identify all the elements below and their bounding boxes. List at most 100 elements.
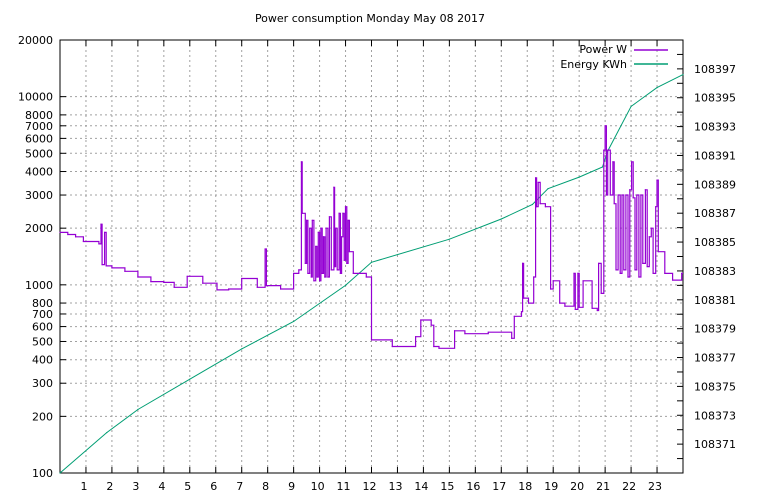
power-point (642, 262, 644, 264)
energy-point (370, 261, 373, 263)
power-point (341, 236, 343, 238)
power-point (681, 272, 683, 275)
axes: 1 2 3 4 5 6 7 8 9 10 11 12 13 14 15 16 17 18 19 20 21 22 23100… (18, 34, 736, 493)
power-point (309, 227, 311, 229)
power-point (627, 276, 629, 278)
power-point (105, 265, 107, 267)
power-point (550, 288, 552, 290)
power-point (487, 331, 489, 333)
power-point (596, 309, 598, 312)
energy-point (59, 472, 61, 474)
power-point (311, 219, 313, 221)
power-point (317, 231, 319, 233)
energy-point (656, 87, 658, 89)
energy-point (547, 188, 549, 190)
power-point (539, 203, 541, 205)
y-tick-label: 8000 (25, 109, 53, 122)
power-point (605, 194, 608, 196)
y2-tick-label: 108385 (694, 236, 736, 249)
power-point (527, 302, 530, 304)
x-tick-label: 1 (80, 480, 87, 493)
y2-tick-label: 108393 (694, 121, 736, 134)
y-tick-label: 3000 (25, 189, 53, 202)
power-point (612, 161, 614, 163)
power-point (344, 206, 347, 208)
power-point (293, 272, 295, 275)
power-point (577, 272, 579, 275)
power-point (348, 251, 351, 253)
power-point (315, 245, 317, 248)
power-point (321, 272, 323, 275)
power-point (306, 219, 308, 221)
power-point (241, 277, 243, 280)
y2-tick-label: 108387 (694, 207, 736, 220)
power-point (67, 233, 69, 236)
power-point (336, 269, 338, 271)
power-point (664, 272, 666, 275)
power-point (544, 206, 547, 208)
power-point (632, 197, 634, 199)
power-point (313, 280, 315, 282)
x-tick-label: 16 (466, 480, 480, 493)
y-tick-label: 1000 (25, 279, 53, 292)
power-point (59, 231, 61, 233)
power-point (327, 276, 329, 278)
power-point (535, 206, 538, 208)
y-tick-label: 100 (32, 467, 53, 480)
energy-point (137, 408, 139, 411)
power-point (256, 286, 258, 288)
power-point (365, 276, 367, 278)
power-point (186, 275, 188, 277)
power-point (521, 262, 524, 264)
power-point (334, 265, 336, 268)
y-tick-label: 200 (32, 410, 53, 423)
energy-point (241, 348, 243, 350)
x-tick-label: 11 (337, 480, 351, 493)
power-point (631, 161, 633, 163)
power-point (523, 297, 525, 299)
power-point (634, 269, 636, 271)
power-point (318, 280, 321, 282)
power-point (537, 181, 539, 184)
x-tick-label: 21 (596, 480, 610, 493)
y-tick-label: 6000 (25, 132, 53, 145)
power-point (420, 319, 422, 321)
power-point (520, 311, 523, 313)
power-point (216, 289, 218, 291)
power-point (552, 280, 554, 282)
energy-point (630, 105, 632, 107)
energy-point (344, 284, 347, 286)
y2-tick-label: 108379 (694, 323, 736, 336)
power-point (648, 236, 650, 238)
y-tick-label: 300 (32, 377, 53, 390)
power-point (578, 306, 580, 308)
y-tick-label: 5000 (25, 147, 53, 160)
power-point (202, 282, 204, 284)
y2-tick-label: 108395 (694, 92, 736, 105)
power-point (346, 262, 348, 264)
energy-point (531, 203, 534, 206)
x-tick-label: 10 (311, 480, 325, 493)
power-point (534, 177, 537, 179)
power-point (304, 262, 306, 264)
energy-point (106, 431, 108, 434)
y2-tick-label: 108381 (694, 294, 736, 307)
power-point (672, 279, 674, 281)
x-tick-label: 9 (288, 480, 295, 493)
power-point (104, 231, 106, 233)
power-point (453, 330, 456, 332)
power-point (617, 194, 619, 196)
y-tick-label: 500 (32, 335, 53, 348)
power-point (582, 280, 584, 282)
power-point (603, 149, 605, 151)
power-point (347, 219, 349, 221)
power-point (636, 194, 638, 196)
power-line (60, 125, 683, 349)
power-point (343, 259, 345, 261)
power-point (650, 227, 652, 229)
y2-tick-label: 108389 (694, 178, 736, 191)
x-tick-label: 7 (236, 480, 243, 493)
x-tick-label: 13 (388, 480, 402, 493)
power-point (324, 276, 326, 278)
power-point (228, 288, 230, 290)
